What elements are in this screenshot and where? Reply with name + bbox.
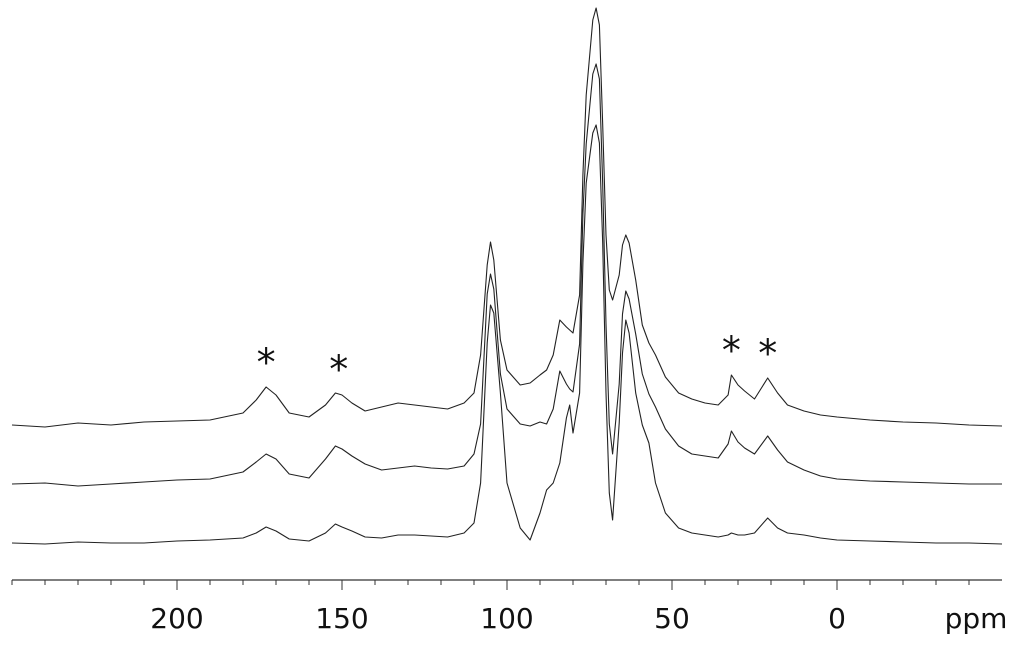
annotation: * [758,332,777,376]
annotation: * [257,341,276,385]
annotation: * [722,329,741,373]
x-tick-label: 0 [828,602,846,635]
annotation: * [329,348,348,392]
x-tick-label: 50 [654,602,690,635]
x-tick-label: 100 [480,602,533,635]
x-tick-label: 200 [150,602,203,635]
spectrum-line [11,7,1003,428]
x-axis-label: ppm [945,602,1008,635]
spectrum-line [11,63,1002,487]
x-tick-label: 150 [315,602,368,635]
spectrum-line [11,124,1003,545]
